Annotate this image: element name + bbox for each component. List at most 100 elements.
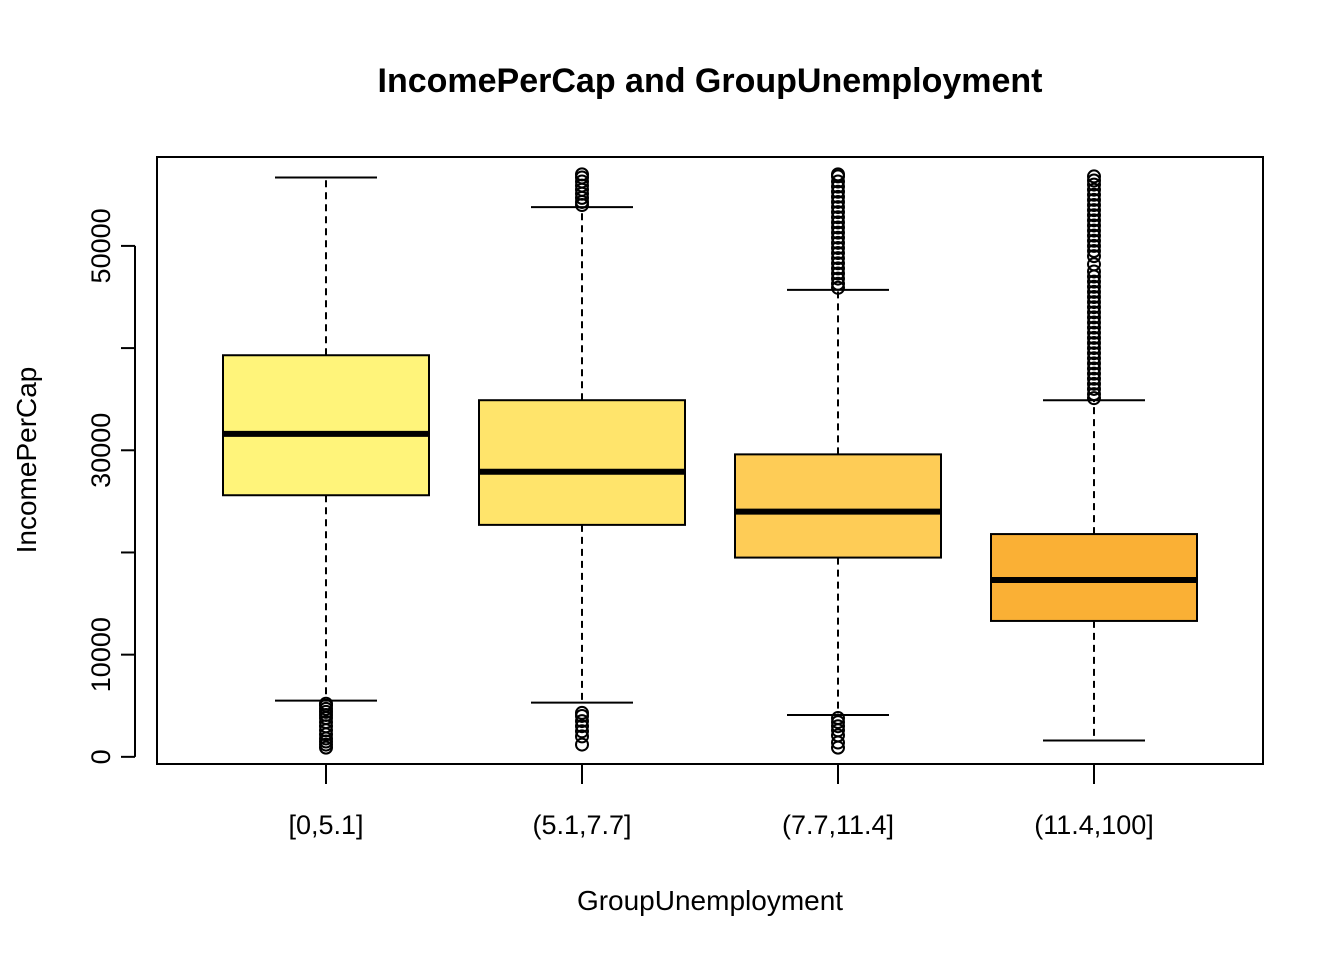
outlier-point xyxy=(1087,284,1101,299)
outlier-point xyxy=(831,220,845,235)
x-tick-label: (5.1,7.7] xyxy=(532,810,631,840)
outlier-point xyxy=(1087,198,1101,213)
x-tick-label: [0,5.1] xyxy=(288,810,363,840)
outlier-point xyxy=(831,266,845,281)
outlier-point xyxy=(1087,187,1101,202)
outlier-point xyxy=(1087,310,1101,325)
y-tick-label: 10000 xyxy=(86,617,116,692)
outlier-point xyxy=(1087,341,1101,356)
outlier-point xyxy=(319,696,333,711)
outlier-point xyxy=(831,230,845,245)
outlier-point xyxy=(831,256,845,271)
x-tick-label: (7.7,11.4] xyxy=(782,810,894,840)
chart-title: IncomePerCap and GroupUnemployment xyxy=(378,62,1043,100)
iqr-box xyxy=(222,354,430,497)
outlier-point xyxy=(1087,387,1101,402)
outlier-point xyxy=(1087,228,1101,243)
x-axis-label: GroupUnemployment xyxy=(577,885,843,916)
outlier-point xyxy=(575,724,589,739)
outlier-point xyxy=(831,200,845,215)
outlier-point xyxy=(831,276,845,291)
plot-frame xyxy=(156,156,1264,765)
outlier-point xyxy=(1087,177,1101,192)
x-tick-label: (11.4,100] xyxy=(1034,810,1154,840)
outlier-point xyxy=(1087,208,1101,223)
outlier-point xyxy=(1087,249,1101,264)
outlier-point xyxy=(831,715,845,730)
outlier-point xyxy=(1087,274,1101,289)
outlier-point xyxy=(1087,335,1101,350)
outlier-point xyxy=(1087,182,1101,197)
outlier-point xyxy=(831,271,845,286)
outlier-point xyxy=(831,225,845,240)
outlier-point xyxy=(831,215,845,230)
outlier-point xyxy=(1087,169,1101,184)
y-tick-label: 0 xyxy=(86,749,116,764)
outlier-point xyxy=(831,251,845,266)
outlier-point xyxy=(575,714,589,729)
outlier-point xyxy=(831,174,845,189)
outlier-point xyxy=(831,280,845,295)
outlier-point xyxy=(319,715,333,730)
y-axis-label: IncomePerCap xyxy=(11,367,42,554)
outlier-point xyxy=(1087,330,1101,345)
outlier-point xyxy=(831,246,845,261)
outlier-point xyxy=(831,240,845,255)
outlier-point xyxy=(831,235,845,250)
y-tick-label: 30000 xyxy=(86,413,116,488)
outlier-point xyxy=(1087,238,1101,253)
outlier-point xyxy=(831,194,845,209)
box-group xyxy=(990,169,1198,742)
outlier-point xyxy=(1087,376,1101,391)
outlier-point xyxy=(831,167,845,182)
outlier-point xyxy=(1087,346,1101,361)
outlier-point xyxy=(1087,315,1101,330)
y-tick-label: 50000 xyxy=(86,208,116,283)
outlier-point xyxy=(1087,213,1101,228)
outlier-point xyxy=(1087,279,1101,294)
box-group xyxy=(222,176,430,755)
outlier-point xyxy=(1087,264,1101,279)
outlier-point xyxy=(575,737,589,752)
axes: 0 10000 30000 50000 [0,5.1] (5.1,7.7] (7.7,11.… xyxy=(86,208,1154,840)
box-group xyxy=(478,167,686,752)
outlier-point xyxy=(1087,356,1101,371)
outlier-point xyxy=(1087,192,1101,207)
outlier-point xyxy=(1087,203,1101,218)
outlier-point xyxy=(1087,391,1101,406)
outlier-point xyxy=(831,711,845,726)
outlier-point xyxy=(1087,366,1101,381)
outlier-point xyxy=(1087,320,1101,335)
outlier-point xyxy=(1087,289,1101,304)
outlier-point xyxy=(575,705,589,720)
box-group xyxy=(734,167,942,755)
outlier-point xyxy=(831,728,845,743)
outlier-point xyxy=(831,261,845,276)
outlier-point xyxy=(1087,244,1101,259)
outlier-point xyxy=(1087,173,1101,188)
iqr-box xyxy=(478,399,686,526)
outlier-point xyxy=(1087,295,1101,310)
outlier-point xyxy=(1087,351,1101,366)
outlier-point xyxy=(575,174,589,189)
outlier-point xyxy=(1087,381,1101,396)
outlier-point xyxy=(831,205,845,220)
outlier-point xyxy=(1087,218,1101,233)
outlier-point xyxy=(1087,233,1101,248)
outlier-point xyxy=(831,210,845,225)
outlier-point xyxy=(1087,305,1101,320)
iqr-box xyxy=(734,453,942,559)
outlier-point xyxy=(575,167,589,182)
outlier-point xyxy=(1087,325,1101,340)
outlier-point xyxy=(1087,371,1101,386)
outlier-point xyxy=(831,184,845,199)
outlier-point xyxy=(575,719,589,734)
outlier-point xyxy=(1087,361,1101,376)
outlier-point xyxy=(831,189,845,204)
outlier-point xyxy=(575,729,589,744)
outlier-point xyxy=(831,719,845,734)
plot-area xyxy=(222,167,1198,755)
outlier-point xyxy=(1087,257,1101,272)
